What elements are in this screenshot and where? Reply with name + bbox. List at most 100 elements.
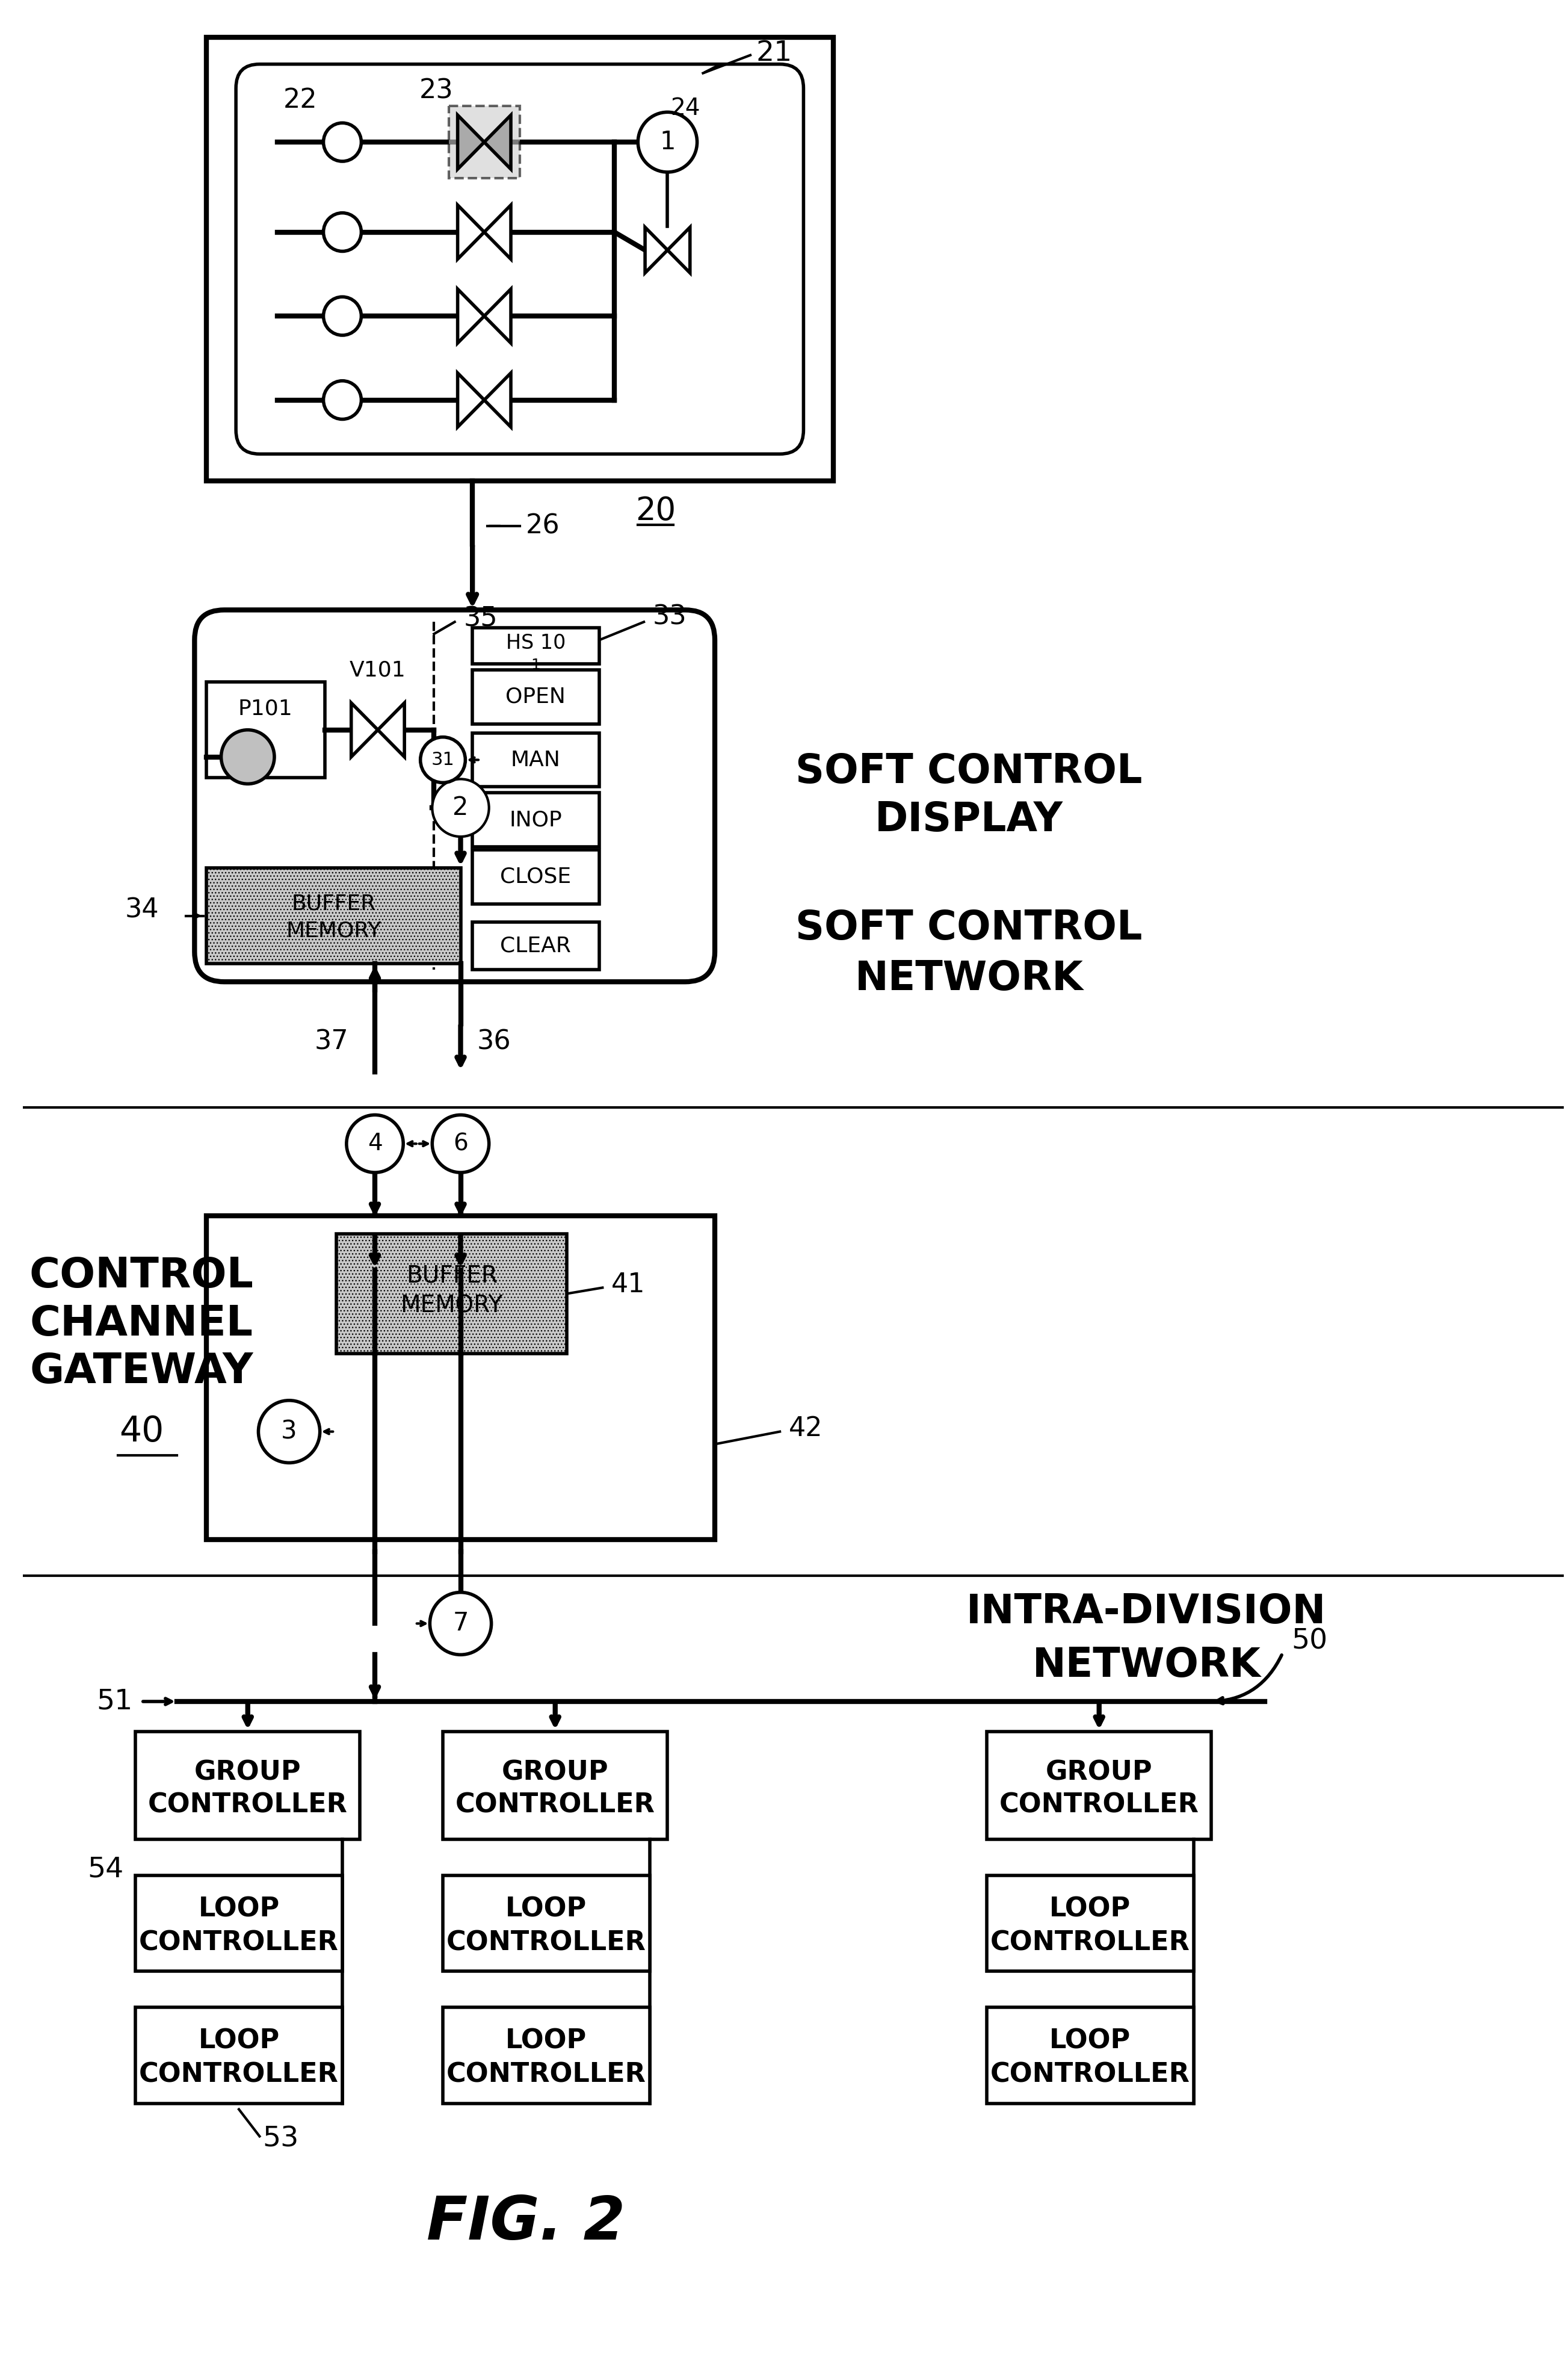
Bar [442, 1731, 668, 1841]
Text: GATEWAY: GATEWAY [30, 1351, 252, 1391]
Circle shape [638, 112, 698, 171]
Text: CONTROLLER: CONTROLLER [991, 1929, 1190, 1955]
Polygon shape [485, 290, 511, 342]
Text: 35: 35 [464, 606, 497, 633]
Text: LOOP: LOOP [505, 1895, 586, 1921]
Text: INOP: INOP [510, 809, 561, 830]
Bar [337, 1234, 568, 1353]
Text: LOOP: LOOP [198, 2028, 279, 2055]
Bar [472, 732, 599, 787]
Text: LOOP: LOOP [505, 2028, 586, 2055]
Text: MEMORY: MEMORY [400, 1294, 503, 1317]
Bar [986, 2007, 1193, 2102]
Text: LOOP: LOOP [198, 1895, 279, 1921]
Text: P101: P101 [238, 699, 293, 718]
Text: 50: 50 [1292, 1629, 1328, 1655]
Polygon shape [668, 228, 690, 273]
Text: BUFFER: BUFFER [406, 1265, 497, 1286]
Text: 24: 24 [671, 97, 701, 119]
Text: CLEAR: CLEAR [500, 935, 571, 956]
Bar [135, 1731, 361, 1841]
Text: CONTROLLER: CONTROLLER [140, 2062, 339, 2088]
Bar [442, 2007, 649, 2102]
Text: CONTROLLER: CONTROLLER [447, 2062, 646, 2088]
Text: CONTROLLER: CONTROLLER [147, 1793, 348, 1817]
Polygon shape [458, 205, 485, 259]
Text: V101: V101 [350, 659, 406, 680]
Text: GROUP: GROUP [194, 1760, 301, 1786]
Text: 20: 20 [635, 495, 676, 526]
Text: 53: 53 [262, 2126, 299, 2152]
Circle shape [323, 380, 361, 419]
Text: CONTROLLER: CONTROLLER [447, 1929, 646, 1955]
Text: MEMORY: MEMORY [285, 920, 381, 942]
Text: CLOSE: CLOSE [500, 866, 571, 887]
Text: 4: 4 [367, 1132, 383, 1156]
Text: CONTROLLER: CONTROLLER [455, 1793, 655, 1817]
Text: 41: 41 [612, 1272, 646, 1298]
Circle shape [347, 1115, 403, 1172]
Text: 23: 23 [419, 78, 453, 105]
Text: 7: 7 [453, 1610, 469, 1636]
Bar [472, 923, 599, 970]
Polygon shape [378, 704, 405, 756]
Text: 1: 1 [532, 659, 541, 673]
Text: 26: 26 [525, 514, 560, 540]
Polygon shape [485, 373, 511, 428]
Circle shape [323, 297, 361, 335]
Circle shape [433, 780, 489, 837]
Text: 31: 31 [431, 751, 455, 768]
Text: NETWORK: NETWORK [1032, 1646, 1261, 1686]
Bar [472, 671, 599, 723]
Circle shape [221, 730, 274, 785]
Text: 6: 6 [453, 1132, 469, 1156]
Bar [207, 1215, 715, 1539]
Bar [442, 1876, 649, 1971]
Polygon shape [458, 373, 485, 428]
Polygon shape [458, 114, 485, 169]
Bar [472, 628, 599, 663]
Bar [448, 107, 519, 178]
Text: CONTROLLER: CONTROLLER [999, 1793, 1200, 1817]
Bar [207, 38, 833, 480]
Text: 21: 21 [756, 40, 792, 67]
Text: CONTROLLER: CONTROLLER [991, 2062, 1190, 2088]
Text: 33: 33 [652, 604, 687, 630]
Text: SOFT CONTROL: SOFT CONTROL [795, 908, 1143, 949]
Text: 2: 2 [453, 794, 469, 820]
Text: 36: 36 [477, 1030, 511, 1056]
Bar [986, 1731, 1212, 1841]
Text: SOFT CONTROL: SOFT CONTROL [795, 751, 1143, 792]
Text: CHANNEL: CHANNEL [30, 1303, 252, 1344]
Text: 3: 3 [281, 1420, 298, 1443]
Bar [472, 849, 599, 904]
Polygon shape [485, 205, 511, 259]
Text: 34: 34 [125, 897, 158, 923]
Text: GROUP: GROUP [502, 1760, 608, 1786]
Bar [135, 1876, 342, 1971]
Polygon shape [458, 290, 485, 342]
Circle shape [323, 124, 361, 162]
Text: DISPLAY: DISPLAY [875, 799, 1063, 839]
Text: 40: 40 [119, 1415, 163, 1448]
Text: GROUP: GROUP [1046, 1760, 1152, 1786]
Text: 42: 42 [789, 1415, 823, 1441]
Bar [135, 2007, 342, 2102]
Text: 54: 54 [88, 1855, 124, 1883]
Bar [472, 792, 599, 847]
Text: INTRA-DIVISION: INTRA-DIVISION [966, 1591, 1327, 1631]
Circle shape [420, 737, 466, 782]
FancyBboxPatch shape [194, 609, 715, 982]
Bar [207, 682, 325, 778]
Circle shape [259, 1401, 320, 1462]
Text: HS 10: HS 10 [506, 633, 566, 654]
Text: LOOP: LOOP [1049, 1895, 1131, 1921]
Circle shape [430, 1593, 491, 1655]
Text: CONTROLLER: CONTROLLER [140, 1929, 339, 1955]
Text: 22: 22 [284, 88, 317, 114]
Bar [207, 868, 461, 963]
Text: CONTROL: CONTROL [30, 1256, 254, 1296]
Text: BUFFER: BUFFER [292, 894, 376, 913]
Text: FIG. 2: FIG. 2 [426, 2195, 626, 2252]
Polygon shape [485, 114, 511, 169]
